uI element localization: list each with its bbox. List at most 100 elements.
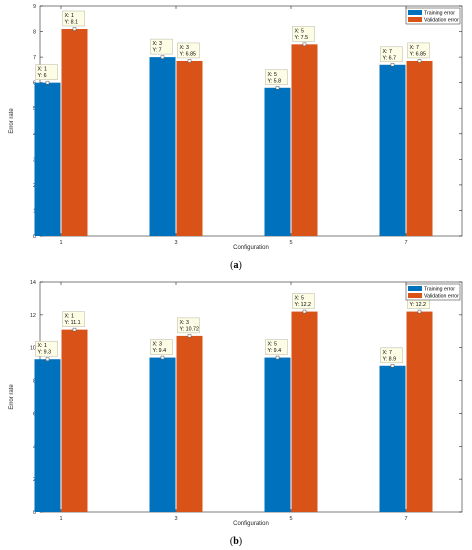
x-tick-label: 3 <box>174 240 177 246</box>
datatip-marker <box>275 86 280 90</box>
legend-swatch <box>408 10 422 15</box>
datatip-y-text: Y: 6.85 <box>180 51 197 57</box>
bar-training-error <box>149 357 176 512</box>
x-axis-label: Configuration <box>233 521 269 527</box>
datatip-x-text: X: 3 <box>180 45 189 51</box>
bar-validation-error <box>61 329 88 512</box>
datatip-y-text: Y: 8.9 <box>383 356 397 362</box>
legend-label: Validation error <box>424 293 459 299</box>
legend-swatch <box>408 17 422 22</box>
figure-caption: (a) <box>230 260 242 271</box>
datatip: X: 1Y: 8.1 <box>62 10 85 27</box>
datatip-marker <box>390 364 395 368</box>
datatip-marker <box>160 55 165 59</box>
datatip-x-text: X: 1 <box>65 314 74 320</box>
datatip-marker <box>275 355 280 360</box>
datatip-box <box>35 340 58 357</box>
caption-open: ( <box>230 536 234 547</box>
y-tick-label: 0 <box>33 234 36 240</box>
datatip-box <box>380 46 403 63</box>
caption-close: ) <box>239 536 242 547</box>
y-tick-label: 14 <box>30 280 36 286</box>
datatip-y-text: Y: 12.2 <box>295 302 312 308</box>
datatip: X: 7Y: 8.9 <box>380 347 403 364</box>
y-tick-label: 0 <box>33 510 36 516</box>
datatip-x-text: X: 5 <box>268 342 277 348</box>
datatip-x-text: X: 3 <box>153 342 162 348</box>
datatip-marker <box>187 334 192 338</box>
datatip-y-text: Y: 6.7 <box>383 55 397 61</box>
datatip-y-text: Y: 6 <box>38 73 47 79</box>
datatip-x-text: X: 1 <box>38 67 47 73</box>
bar-validation-error <box>291 44 318 237</box>
bar-validation-error <box>61 29 88 236</box>
datatip: X: 3Y: 9.4 <box>150 339 173 355</box>
datatip-x-text: X: 7 <box>383 49 392 55</box>
datatip-y-text: Y: 9.3 <box>38 350 52 356</box>
y-tick-label: 9 <box>33 4 36 10</box>
datatip-y-text: Y: 12.2 <box>410 302 427 308</box>
datatip: X: 5Y: 7.5 <box>292 26 315 42</box>
datatip: X: 5Y: 9.4 <box>265 339 288 355</box>
datatip-y-text: Y: 6.85 <box>410 51 427 57</box>
bar-validation-error <box>406 311 433 512</box>
datatip-y-text: Y: 7.5 <box>295 35 309 41</box>
x-tick-label: 5 <box>289 240 292 246</box>
datatip-marker <box>72 327 77 332</box>
datatip-y-text: Y: 10.72 <box>180 326 199 332</box>
y-axis-label: Error rate <box>9 384 15 410</box>
chart-panel-a: 0 1 2 3 4 5 6 7 8 9 1 3 5 7 X: 1 Y: 6 X: 1 Y: 8.1 X: 3 Y: 7… <box>0 0 472 274</box>
bar-training-error <box>379 64 406 237</box>
datatip-x-text: X: 1 <box>38 343 47 349</box>
y-axis-label: Error rate <box>9 108 15 134</box>
y-tick-label: 6 <box>33 81 36 87</box>
datatip-box <box>150 339 173 355</box>
datatip-y-text: Y: 7 <box>153 48 162 54</box>
x-tick-label: 7 <box>404 240 407 246</box>
legend-swatch <box>408 286 422 291</box>
y-tick-label: 8 <box>33 379 36 385</box>
bar-training-error <box>264 357 291 512</box>
x-tick-label: 1 <box>59 240 62 246</box>
datatip-x-text: X: 7 <box>410 45 419 51</box>
datatip-x-text: X: 5 <box>268 72 277 78</box>
y-tick-label: 1 <box>33 208 36 214</box>
datatip-box <box>35 64 58 80</box>
datatip-marker <box>417 309 422 314</box>
datatip-x-text: X: 7 <box>383 350 392 356</box>
x-axis-label: Configuration <box>233 245 269 251</box>
datatip: X: 3Y: 7 <box>150 38 173 55</box>
x-tick-label: 3 <box>174 516 177 522</box>
x-tick-label: 5 <box>289 516 292 522</box>
datatip-y-text: Y: 8.1 <box>65 20 79 26</box>
datatip-box <box>292 26 315 42</box>
datatip-x-text: X: 5 <box>295 28 304 34</box>
y-tick-label: 12 <box>30 313 36 319</box>
bar-training-error <box>34 82 61 237</box>
datatip: X: 1Y: 11.1 <box>62 311 85 327</box>
y-tick-label: 2 <box>33 183 36 189</box>
x-tick-label: 1 <box>59 516 62 522</box>
y-tick-label: 3 <box>33 157 36 163</box>
datatip-x-text: X: 5 <box>295 296 304 302</box>
datatip-marker <box>302 309 307 314</box>
y-tick-label: 10 <box>30 346 36 352</box>
legend-label: Validation error <box>424 17 459 23</box>
datatip: X: 7Y: 6.85 <box>407 42 430 59</box>
datatip-box <box>380 347 403 364</box>
bar-validation-error <box>291 311 318 512</box>
datatip-x-text: X: 1 <box>65 13 74 19</box>
datatip-x-text: X: 3 <box>153 41 162 47</box>
y-tick-label: 4 <box>33 444 36 450</box>
datatip-box <box>265 69 288 86</box>
y-tick-label: 4 <box>33 132 36 138</box>
datatip-box <box>62 311 85 327</box>
y-tick-label: 7 <box>33 55 36 61</box>
datatip: X: 5Y: 12.2 <box>292 293 315 309</box>
caption-open: ( <box>230 260 234 271</box>
y-tick-label: 8 <box>33 30 36 36</box>
datatip-marker <box>45 80 50 85</box>
